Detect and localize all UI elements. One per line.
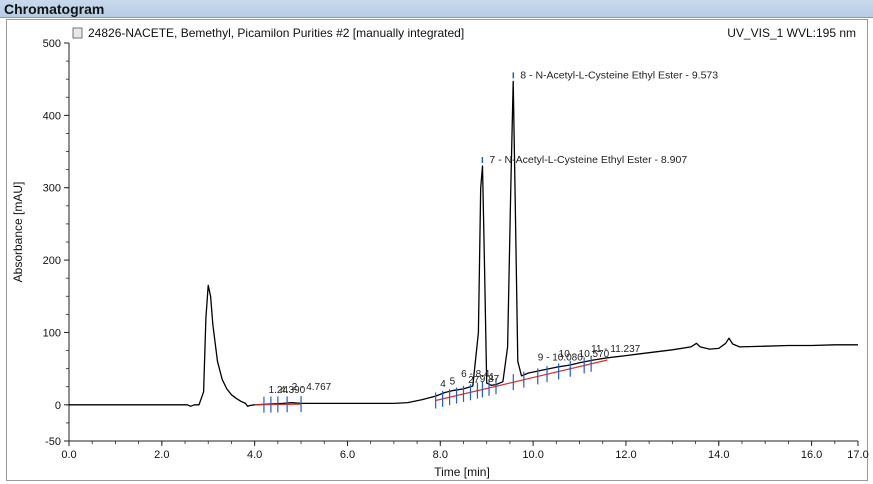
peak-label: 8 - N-Acetyl-L-Cysteine Ethyl Ester - 9.… bbox=[520, 69, 718, 81]
x-tick-label: 0.0 bbox=[61, 449, 76, 461]
x-axis-title: Time [min] bbox=[434, 465, 490, 479]
peak-label: 4.390 bbox=[280, 385, 305, 396]
peak-label: 6 - 8.4 bbox=[461, 369, 490, 380]
x-tick-label: 2.0 bbox=[154, 449, 169, 461]
x-tick-label: 14.0 bbox=[708, 449, 729, 461]
x-tick-label: 12.0 bbox=[615, 449, 636, 461]
peak-label: 11 - 11.237 bbox=[591, 344, 641, 355]
peak-label: 4 bbox=[440, 379, 446, 390]
peak-label: 1.24 bbox=[269, 385, 289, 396]
x-tick-label: 8.0 bbox=[433, 449, 448, 461]
peak-label: 7 - N-Acetyl-L-Cysteine Ethyl Ester - 8.… bbox=[489, 154, 687, 166]
chart-header: 24826-NACETE, Bemethyl, Picamilon Puriti… bbox=[72, 26, 856, 40]
integration-baseline bbox=[435, 359, 608, 402]
panel-header: Chromatogram bbox=[0, 0, 873, 18]
trace-layer bbox=[69, 80, 858, 407]
x-tick-label: 10.0 bbox=[522, 449, 543, 461]
x-tick-label: 6.0 bbox=[340, 449, 355, 461]
y-tick-label: -50 bbox=[45, 436, 61, 448]
x-tick-label: 4.0 bbox=[247, 449, 262, 461]
y-tick-label: 400 bbox=[43, 110, 61, 122]
y-axis-title: Absorbance [mAU] bbox=[11, 182, 25, 283]
peak-label: 10 - 10.570 bbox=[559, 349, 610, 360]
peak-label: 5 bbox=[450, 376, 456, 387]
peak-label: 2 - 4.767 bbox=[292, 382, 332, 393]
x-tick-label: 17.0 bbox=[847, 449, 868, 461]
peak-label: 1 bbox=[489, 372, 495, 383]
y-tick-label: 200 bbox=[43, 255, 61, 267]
x-tick-label: 16.0 bbox=[801, 449, 822, 461]
panel-title: Chromatogram bbox=[4, 1, 105, 17]
peak-label: 9 - 10.080 bbox=[538, 352, 583, 363]
y-tick-label: 500 bbox=[43, 38, 61, 50]
annotation-layer: 8 - N-Acetyl-L-Cysteine Ethyl Ester - 9.… bbox=[263, 69, 718, 413]
channel-label: UV_VIS_1 WVL:195 nm bbox=[727, 26, 856, 40]
y-tick-label: 0 bbox=[55, 400, 61, 412]
chart-panel bbox=[6, 19, 868, 481]
report-icon bbox=[72, 27, 83, 39]
chromatogram-trace bbox=[69, 80, 858, 407]
y-tick-label: 100 bbox=[43, 327, 61, 339]
peak-label: 27 bbox=[468, 375, 480, 386]
y-tick-label: 300 bbox=[43, 183, 61, 195]
peak-label: 9.87 bbox=[480, 374, 500, 385]
chart-title: 24826-NACETE, Bemethyl, Picamilon Puriti… bbox=[88, 26, 464, 40]
